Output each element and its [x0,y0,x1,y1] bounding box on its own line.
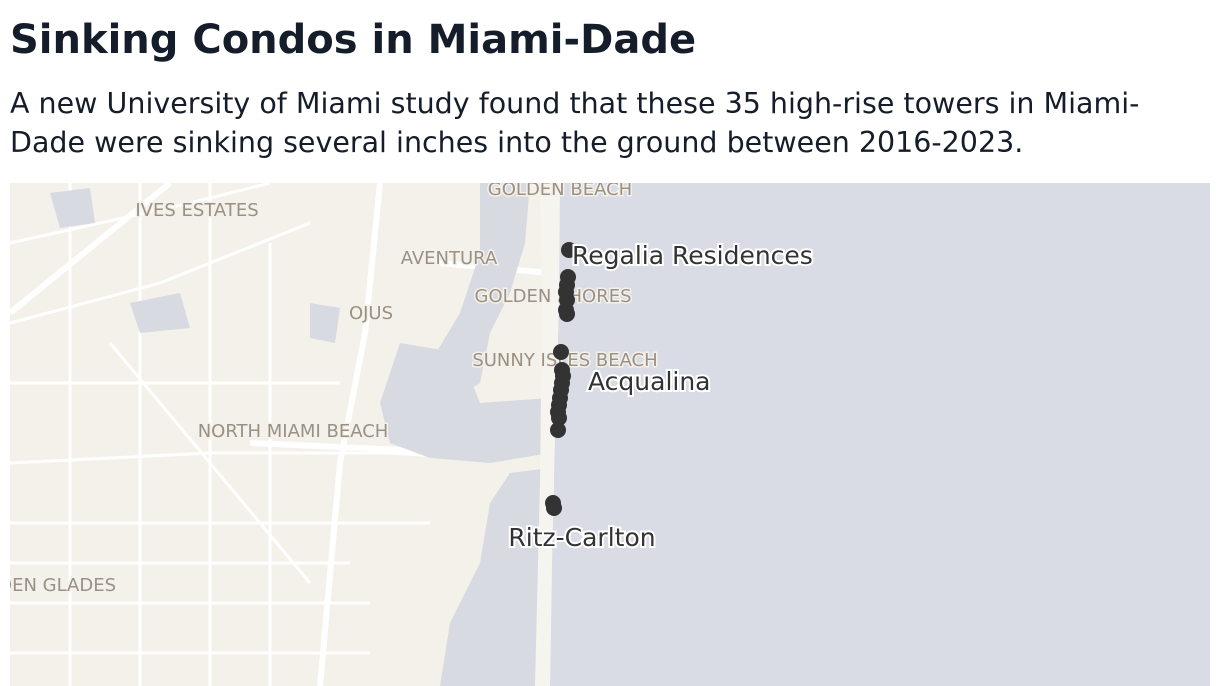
condo-markers [545,242,577,516]
condo-marker [559,306,575,322]
place-label: GOLDEN GLADES [10,575,116,596]
condo-marker [551,410,567,426]
condo-marker [561,242,577,258]
place-label: GOLDEN BEACH [488,183,632,200]
place-label: AVENTURA [401,248,498,269]
place-labels: GOLDEN BEACH IVES ESTATES AVENTURA GOLDEN S… [10,183,659,598]
place-label: GOLDEN SHORES [475,286,632,307]
barrier-island [535,183,560,686]
roads [10,183,471,686]
map: GOLDEN BEACH IVES ESTATES AVENTURA GOLDEN S… [10,183,1210,686]
title: Sinking Condos in Miami-Dade [10,17,697,63]
place-label: IVES ESTATES [135,200,258,221]
place-label: OJUS [349,303,393,324]
inland-water [50,183,550,686]
condo-marker [546,500,562,516]
condo-marker [550,422,566,438]
ocean [550,183,1210,686]
annotation: Acqualina [588,367,711,396]
annotation: Regalia Residences [572,241,813,270]
condo-marker [553,344,569,360]
place-label: NORTH MIAMI BEACH [198,421,389,442]
annotations: Regalia Residences Acqualina Ritz-Carlton [506,239,814,554]
annotation: Ritz-Carlton [508,523,655,552]
subtitle: A new University of Miami study found th… [10,87,1140,159]
